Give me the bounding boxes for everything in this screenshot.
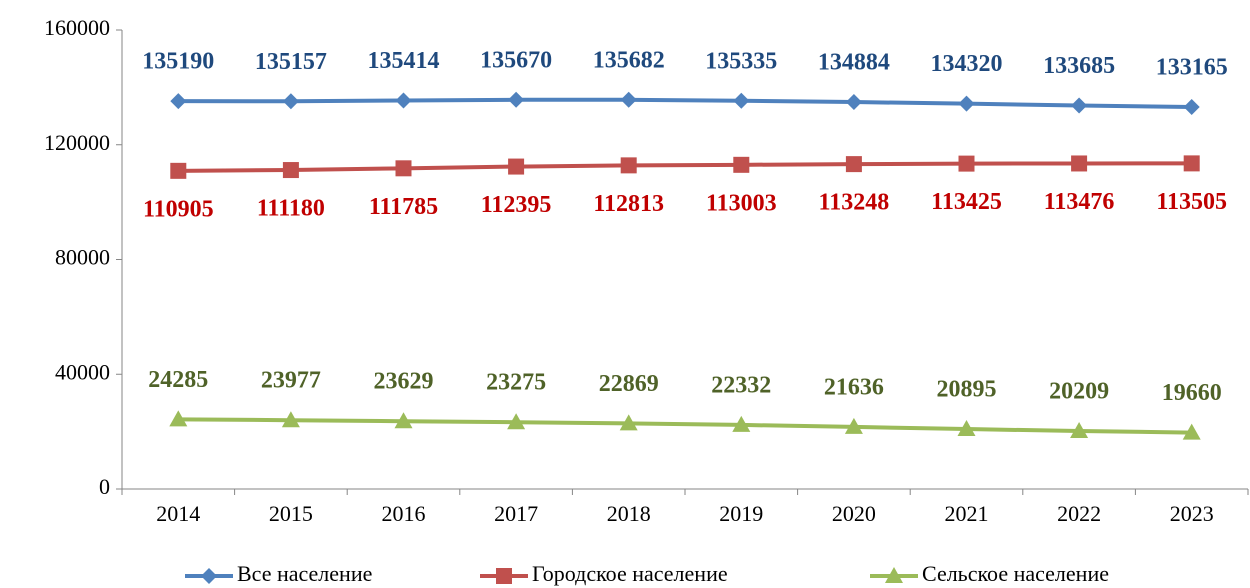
marker bbox=[1071, 155, 1088, 172]
data-label: 22869 bbox=[599, 371, 659, 397]
data-label: 112395 bbox=[481, 192, 552, 218]
data-label: 113476 bbox=[1044, 189, 1115, 215]
marker bbox=[1071, 97, 1088, 114]
marker bbox=[957, 420, 976, 437]
marker bbox=[169, 410, 188, 427]
data-label: 20895 bbox=[937, 377, 997, 403]
x-tick-label: 2016 bbox=[382, 501, 426, 526]
marker bbox=[508, 91, 525, 108]
legend-marker bbox=[496, 568, 512, 584]
marker bbox=[1183, 155, 1200, 172]
y-tick-label: 80000 bbox=[55, 245, 110, 270]
data-label: 23977 bbox=[261, 368, 321, 394]
marker bbox=[395, 160, 412, 177]
x-tick-label: 2019 bbox=[719, 501, 763, 526]
data-label: 113248 bbox=[819, 190, 890, 216]
data-label: 19660 bbox=[1162, 380, 1222, 406]
marker bbox=[620, 157, 637, 174]
data-label: 135335 bbox=[705, 48, 777, 74]
marker bbox=[958, 155, 975, 172]
y-tick-label: 40000 bbox=[55, 359, 110, 384]
marker bbox=[958, 95, 975, 112]
data-label: 22332 bbox=[711, 372, 771, 398]
data-label: 113425 bbox=[931, 189, 1002, 215]
marker bbox=[1070, 422, 1089, 439]
data-label: 112813 bbox=[593, 191, 664, 217]
x-tick-label: 2015 bbox=[269, 501, 313, 526]
series-line bbox=[178, 161, 1192, 173]
marker bbox=[619, 414, 638, 431]
data-label: 133685 bbox=[1043, 53, 1115, 79]
data-label: 134884 bbox=[818, 50, 890, 76]
x-tick-label: 2022 bbox=[1057, 501, 1101, 526]
marker bbox=[282, 93, 299, 110]
legend-label: Все население bbox=[237, 561, 372, 586]
data-label: 113505 bbox=[1156, 189, 1227, 215]
marker bbox=[733, 92, 750, 109]
marker bbox=[170, 93, 187, 110]
marker bbox=[732, 415, 751, 432]
data-label: 23629 bbox=[374, 369, 434, 395]
x-tick-label: 2020 bbox=[832, 501, 876, 526]
series-line bbox=[178, 417, 1192, 435]
marker bbox=[394, 412, 413, 429]
marker bbox=[1182, 423, 1201, 440]
data-label: 113003 bbox=[706, 190, 777, 216]
marker bbox=[395, 92, 412, 109]
data-label: 21636 bbox=[824, 374, 884, 400]
data-label: 134320 bbox=[931, 51, 1003, 77]
x-tick-label: 2021 bbox=[945, 501, 989, 526]
marker bbox=[281, 411, 300, 428]
legend-marker bbox=[885, 567, 903, 583]
y-tick-label: 0 bbox=[99, 474, 110, 499]
marker bbox=[844, 417, 863, 434]
marker bbox=[508, 158, 525, 175]
legend-label: Сельское население bbox=[922, 561, 1109, 586]
legend-label: Городское население bbox=[532, 561, 728, 586]
marker bbox=[1183, 98, 1200, 115]
marker bbox=[282, 162, 299, 179]
data-label: 135682 bbox=[593, 47, 665, 73]
data-label: 135670 bbox=[480, 47, 552, 73]
x-tick-label: 2018 bbox=[607, 501, 651, 526]
data-label: 133165 bbox=[1156, 54, 1228, 80]
marker bbox=[507, 413, 526, 430]
series-line bbox=[178, 97, 1192, 109]
data-label: 20209 bbox=[1049, 379, 1109, 405]
data-label: 135157 bbox=[255, 49, 327, 75]
data-label: 110905 bbox=[143, 196, 214, 222]
x-tick-label: 2023 bbox=[1170, 501, 1214, 526]
data-label: 135190 bbox=[142, 49, 214, 75]
marker bbox=[620, 91, 637, 108]
data-label: 135414 bbox=[368, 48, 440, 74]
data-label: 111180 bbox=[257, 196, 325, 222]
marker bbox=[733, 156, 750, 173]
data-label: 111785 bbox=[369, 194, 438, 220]
marker bbox=[170, 162, 187, 179]
y-tick-label: 160000 bbox=[44, 15, 110, 40]
marker bbox=[845, 156, 862, 173]
data-label: 23275 bbox=[486, 370, 546, 396]
x-tick-label: 2017 bbox=[494, 501, 538, 526]
data-label: 24285 bbox=[148, 367, 208, 393]
marker bbox=[845, 94, 862, 111]
y-tick-label: 120000 bbox=[44, 130, 110, 155]
x-tick-label: 2014 bbox=[156, 501, 200, 526]
legend-marker bbox=[201, 568, 217, 584]
